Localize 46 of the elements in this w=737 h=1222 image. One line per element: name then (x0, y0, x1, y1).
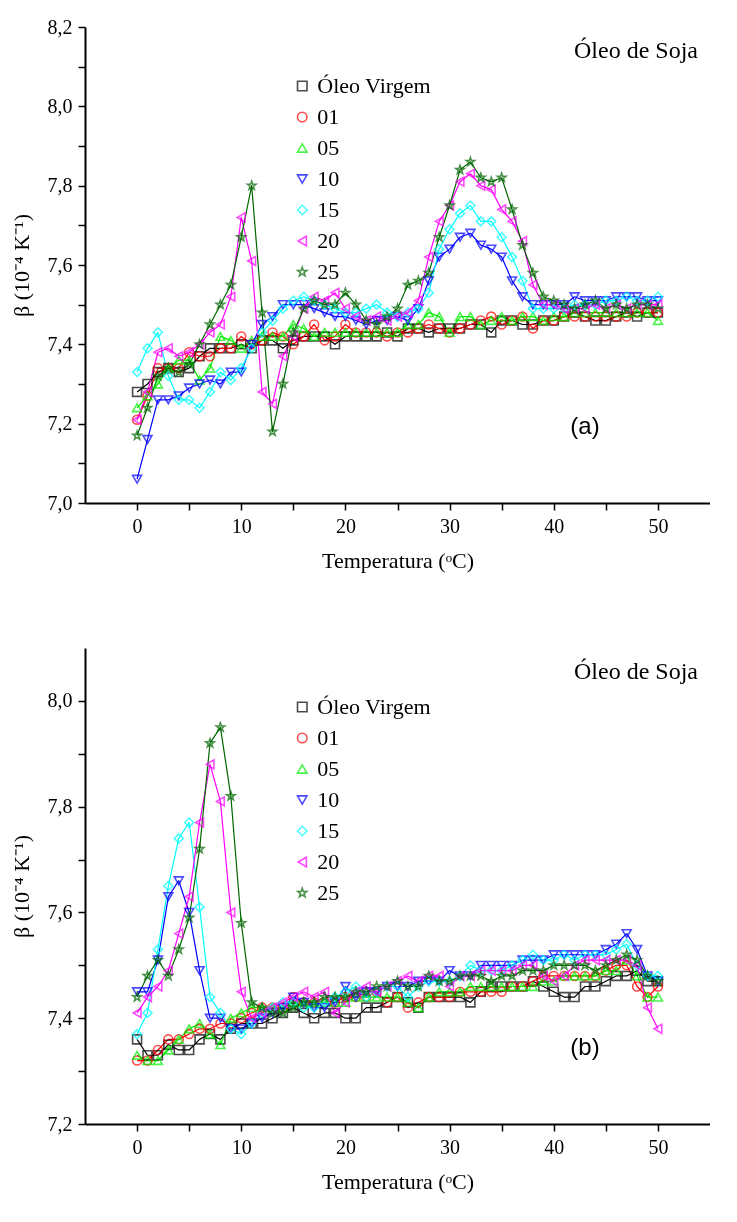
x-axis-title: Temperatura (ᵒC) (321, 547, 475, 573)
y-tick-label: 7,6 (47, 253, 73, 276)
legend-label: 05 (317, 756, 340, 781)
annotation: (a) (570, 411, 600, 439)
y-tick-label: 7,0 (47, 491, 73, 514)
annotation: Óleo de Soja (574, 658, 699, 684)
y-tick-label: 8,0 (47, 689, 73, 712)
x-tick-label: 50 (648, 514, 669, 537)
y-tick-label: 7,2 (47, 412, 73, 435)
legend-label: Óleo Virgem (317, 694, 431, 719)
y-axis-title: β (10⁻⁴ K⁻¹) (8, 214, 34, 317)
x-tick-label: 30 (440, 1135, 461, 1158)
annotation: (b) (570, 1032, 600, 1060)
y-tick-label: 8,2 (47, 15, 73, 38)
y-tick-label: 7,6 (47, 900, 73, 923)
legend-label: 01 (317, 725, 340, 750)
legend-label: Óleo Virgem (317, 73, 431, 98)
x-tick-label: 10 (231, 514, 252, 537)
y-tick-label: 8,0 (47, 94, 73, 117)
x-tick-label: 20 (335, 514, 356, 537)
legend-label: 05 (317, 135, 340, 160)
y-axis-title: β (10⁻⁴ K⁻¹) (8, 835, 34, 938)
x-tick-label: 0 (132, 514, 143, 537)
y-tick-label: 7,2 (47, 1112, 73, 1135)
legend-label: 15 (317, 197, 340, 222)
y-tick-label: 7,8 (47, 795, 73, 818)
x-tick-label: 10 (231, 1135, 252, 1158)
y-tick-label: 7,4 (47, 1006, 73, 1029)
legend-label: 25 (317, 259, 340, 284)
legend-label: 01 (317, 104, 340, 129)
x-tick-label: 20 (335, 1135, 356, 1158)
legend-label: 25 (317, 880, 340, 905)
legend-label: 20 (317, 849, 340, 874)
annotation: Óleo de Soja (574, 37, 699, 63)
legend-label: 15 (317, 818, 340, 843)
legend-label: 10 (317, 166, 340, 191)
legend-label: 10 (317, 787, 340, 812)
x-axis-title: Temperatura (ᵒC) (321, 1168, 475, 1194)
legend-label: 20 (317, 228, 340, 253)
x-tick-label: 40 (544, 514, 565, 537)
x-tick-label: 0 (132, 1135, 143, 1158)
x-tick-label: 30 (440, 514, 461, 537)
x-tick-label: 50 (648, 1135, 669, 1158)
y-tick-label: 7,4 (47, 332, 73, 355)
x-tick-label: 40 (544, 1135, 565, 1158)
y-tick-label: 7,8 (47, 174, 73, 197)
